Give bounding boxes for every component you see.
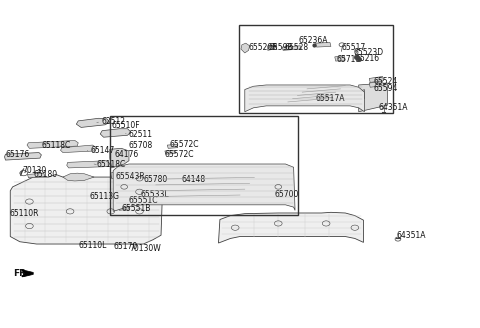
Text: 65517: 65517: [341, 43, 366, 51]
Text: 70130: 70130: [22, 166, 47, 175]
Polygon shape: [245, 85, 364, 112]
Polygon shape: [24, 270, 33, 277]
Text: FR.: FR.: [12, 269, 29, 278]
Text: 65180: 65180: [33, 170, 58, 179]
Text: 65543R: 65543R: [116, 172, 145, 181]
Polygon shape: [113, 164, 295, 211]
Text: 65780: 65780: [144, 175, 168, 184]
Polygon shape: [67, 161, 110, 168]
Text: 65598: 65598: [269, 43, 293, 51]
Polygon shape: [100, 129, 131, 137]
Text: 65113G: 65113G: [89, 192, 119, 201]
Polygon shape: [167, 144, 178, 148]
Text: 65524: 65524: [373, 77, 397, 86]
Polygon shape: [165, 150, 175, 154]
Polygon shape: [268, 45, 275, 50]
Polygon shape: [110, 148, 129, 168]
Text: 62511: 62511: [129, 130, 153, 139]
Text: 65110L: 65110L: [78, 241, 107, 250]
Text: 65236A: 65236A: [299, 36, 328, 45]
Text: 65551C: 65551C: [129, 196, 158, 205]
Text: 65216: 65216: [356, 54, 380, 63]
Text: 65528: 65528: [284, 43, 308, 51]
Polygon shape: [185, 178, 209, 182]
Polygon shape: [111, 169, 129, 179]
Text: 65718: 65718: [336, 55, 361, 64]
Text: 70130W: 70130W: [129, 244, 161, 254]
Polygon shape: [218, 212, 363, 243]
Text: 65520R: 65520R: [249, 43, 278, 51]
Text: 65176: 65176: [5, 150, 30, 159]
Polygon shape: [310, 95, 356, 100]
Polygon shape: [369, 76, 384, 82]
Text: 65594: 65594: [373, 84, 397, 93]
Polygon shape: [369, 82, 384, 87]
Text: 65170: 65170: [113, 242, 137, 251]
Text: 65147: 65147: [91, 146, 115, 155]
Text: 65110R: 65110R: [9, 209, 39, 218]
Polygon shape: [27, 173, 45, 178]
Text: 64351A: 64351A: [396, 231, 426, 240]
Polygon shape: [141, 176, 175, 182]
Text: 65118C: 65118C: [96, 160, 126, 169]
Text: 62512: 62512: [101, 117, 125, 126]
Polygon shape: [10, 174, 162, 244]
Text: 64176: 64176: [115, 150, 139, 159]
Polygon shape: [27, 140, 78, 148]
Text: 65551B: 65551B: [121, 204, 151, 213]
Text: 65572C: 65572C: [169, 140, 199, 149]
Polygon shape: [76, 118, 110, 127]
Text: 65572C: 65572C: [164, 150, 194, 159]
Text: 64148: 64148: [181, 175, 206, 184]
Polygon shape: [63, 173, 94, 181]
Polygon shape: [241, 43, 250, 53]
Polygon shape: [119, 205, 129, 210]
Text: 65523D: 65523D: [354, 49, 384, 57]
Polygon shape: [144, 191, 157, 197]
Text: 65517A: 65517A: [316, 93, 345, 103]
Polygon shape: [60, 145, 96, 153]
Text: 65118C: 65118C: [41, 141, 71, 150]
Text: 64351A: 64351A: [379, 103, 408, 112]
Polygon shape: [282, 46, 301, 50]
Text: 65533L: 65533L: [141, 190, 169, 198]
Polygon shape: [359, 83, 387, 112]
Polygon shape: [335, 55, 345, 61]
Polygon shape: [316, 43, 331, 47]
Text: 65510F: 65510F: [112, 121, 140, 130]
Text: 65708: 65708: [129, 141, 153, 150]
Polygon shape: [4, 153, 41, 160]
Polygon shape: [128, 198, 139, 204]
Text: 65700: 65700: [275, 190, 299, 198]
Bar: [110, 116, 299, 215]
Bar: [239, 25, 393, 113]
